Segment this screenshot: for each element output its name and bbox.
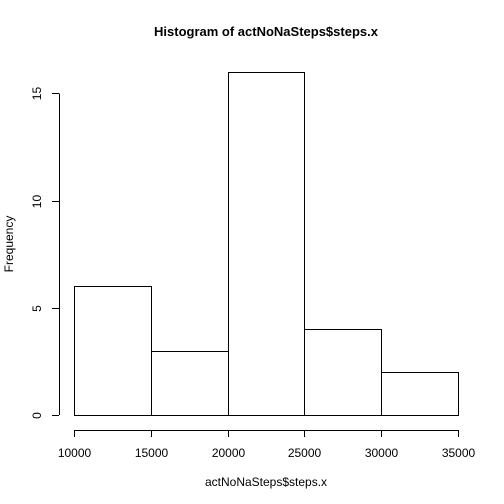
x-tick-label: 35000	[442, 446, 476, 460]
x-axis-label: actNoNaSteps$steps.x	[205, 475, 327, 489]
y-tick-label: 0	[30, 412, 44, 419]
x-tick-label: 25000	[288, 446, 322, 460]
x-tick-label: 20000	[212, 446, 246, 460]
histogram-bars	[74, 72, 459, 416]
histogram-bar	[304, 329, 382, 416]
histogram-bar	[151, 351, 229, 416]
y-axis-label: Frequency	[2, 216, 16, 273]
histogram-bar	[228, 72, 305, 416]
chart-title: Histogram of actNoNaSteps$steps.x	[154, 24, 379, 39]
histogram-bar	[74, 286, 152, 416]
x-tick-label: 30000	[365, 446, 399, 460]
x-tick-label: 10000	[58, 446, 92, 460]
y-tick-label: 15	[30, 87, 44, 101]
y-axis: 0 5 10 15	[30, 87, 60, 419]
x-axis: 10000 15000 20000 25000 30000 35000	[58, 430, 476, 460]
y-tick-label: 5	[30, 305, 44, 312]
x-tick-label: 15000	[135, 446, 169, 460]
y-tick-label: 10	[30, 195, 44, 209]
histogram-bar	[381, 372, 459, 416]
